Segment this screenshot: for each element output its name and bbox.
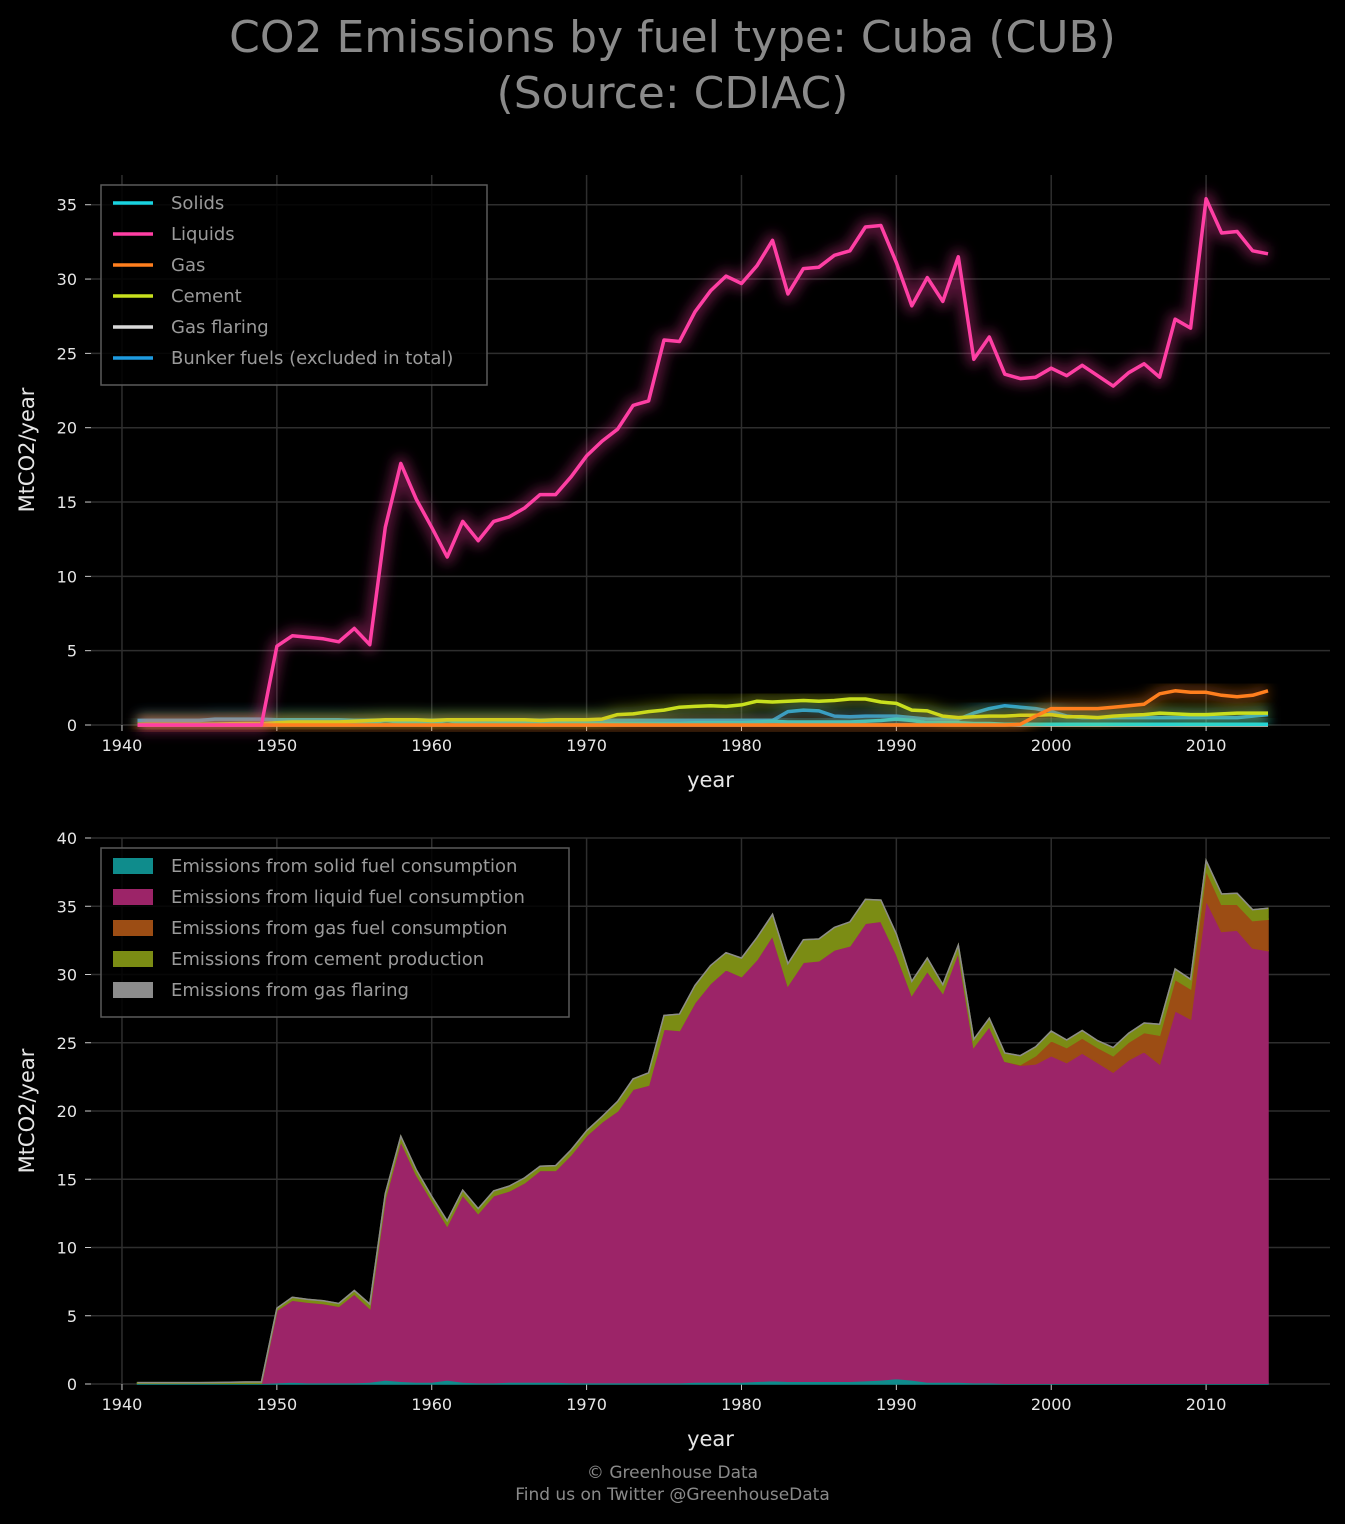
chart-title-line2: (Source: CDIAC) [496,68,849,119]
legend-box [100,184,488,386]
y-tick-label: 0 [67,1375,77,1394]
y-axis-label: MtCO2/year [15,387,39,512]
series-line-gas [137,689,1269,727]
x-tick-label: 1990 [876,736,917,755]
legend-swatch-emissions-from-gas-flaring [113,982,153,998]
y-tick-label: 10 [57,567,77,586]
series-gas [137,683,1270,732]
chart-title-line1: CO2 Emissions by fuel type: Cuba (CUB) [229,12,1116,63]
y-tick-label: 5 [67,1307,77,1326]
legend-label-solids: Solids [171,193,224,214]
y-tick-label: 5 [67,642,77,661]
legend-label-gas: Gas [171,255,205,276]
x-axis-label: year [687,1427,734,1451]
x-tick-label: 1990 [876,1395,917,1414]
x-tick-label: 1970 [566,736,607,755]
x-tick-label: 1960 [411,1395,452,1414]
area-emissions-from-liquid-fuel-consumption [137,897,1269,1385]
y-tick-label: 30 [57,270,77,289]
legend-label-emissions-from-solid-fuel-consumption: Emissions from solid fuel consumption [171,856,517,877]
x-tick-label: 1940 [102,736,143,755]
grid [91,837,1330,1385]
y-axis-label: MtCO2/year [15,1048,39,1173]
chart-title: CO2 Emissions by fuel type: Cuba (CUB) (… [0,10,1345,122]
legend-label-emissions-from-gas-flaring: Emissions from gas flaring [171,980,409,1001]
x-tick-label: 1970 [566,1395,607,1414]
y-tick-label: 10 [57,1239,77,1258]
x-tick-label: 1980 [721,1395,762,1414]
y-tick-label: 15 [57,493,77,512]
footer: © Greenhouse Data Find us on Twitter @Gr… [0,1462,1345,1506]
y-tick-label: 35 [57,897,77,916]
x-axis-label: year [687,768,734,792]
legend-swatch-emissions-from-cement-production [113,951,153,967]
x-tick-label: 1960 [411,736,452,755]
legend-label-emissions-from-cement-production: Emissions from cement production [171,949,484,970]
series-liquids [137,191,1270,732]
y-tick-label: 30 [57,966,77,985]
y-tick-label: 20 [57,1102,77,1121]
x-tick-label: 1980 [721,736,762,755]
y-tick-label: 20 [57,419,77,438]
x-tick-label: 1950 [256,1395,297,1414]
series-line-liquids [137,197,1269,727]
x-tick-label: 1950 [256,736,297,755]
y-tick-label: 0 [67,716,77,735]
x-tick-label: 2010 [1186,1395,1227,1414]
area-emissions-from-solid-fuel-consumption [136,1377,1269,1385]
y-tick-label: 15 [57,1170,77,1189]
line-chart: 1940 1950 1960 1970 1980 1990 2000 2010 0 5 10 15 20… [15,175,1330,792]
x-tick-label: 1940 [102,1395,143,1414]
footer-credit: © Greenhouse Data [586,1463,759,1483]
legend-swatch-emissions-from-solid-fuel-consumption [113,858,153,874]
y-tick-label: 40 [57,829,77,848]
legend-label-emissions-from-gas-fuel-consumption: Emissions from gas fuel consumption [171,918,507,939]
area-emissions-from-gas-flaring [137,857,1269,1384]
legend-label-gas-flaring: Gas flaring [171,317,269,338]
x-tick-label: 2000 [1031,1395,1072,1414]
legend-swatch-emissions-from-gas-fuel-consumption [113,920,153,936]
area-emissions-from-cement-production [136,857,1269,1385]
legend-label-liquids: Liquids [171,224,235,245]
legend-label-cement: Cement [171,286,242,307]
y-tick-label: 35 [57,196,77,215]
footer-twitter: Find us on Twitter @GreenhouseData [515,1485,830,1505]
legend-swatch-emissions-from-liquid-fuel-consumption [113,889,153,905]
legend-label-emissions-from-liquid-fuel-consumption: Emissions from liquid fuel consumption [171,887,525,908]
y-tick-label: 25 [57,344,77,363]
x-tick-label: 2000 [1031,736,1072,755]
legend-box [100,847,570,1018]
y-tick-label: 25 [57,1034,77,1053]
legend-label-bunker-fuels-excluded-in-total: Bunker fuels (excluded in total) [171,348,453,369]
x-tick-label: 2010 [1186,736,1227,755]
area-emissions-from-gas-fuel-consumption [137,867,1269,1385]
